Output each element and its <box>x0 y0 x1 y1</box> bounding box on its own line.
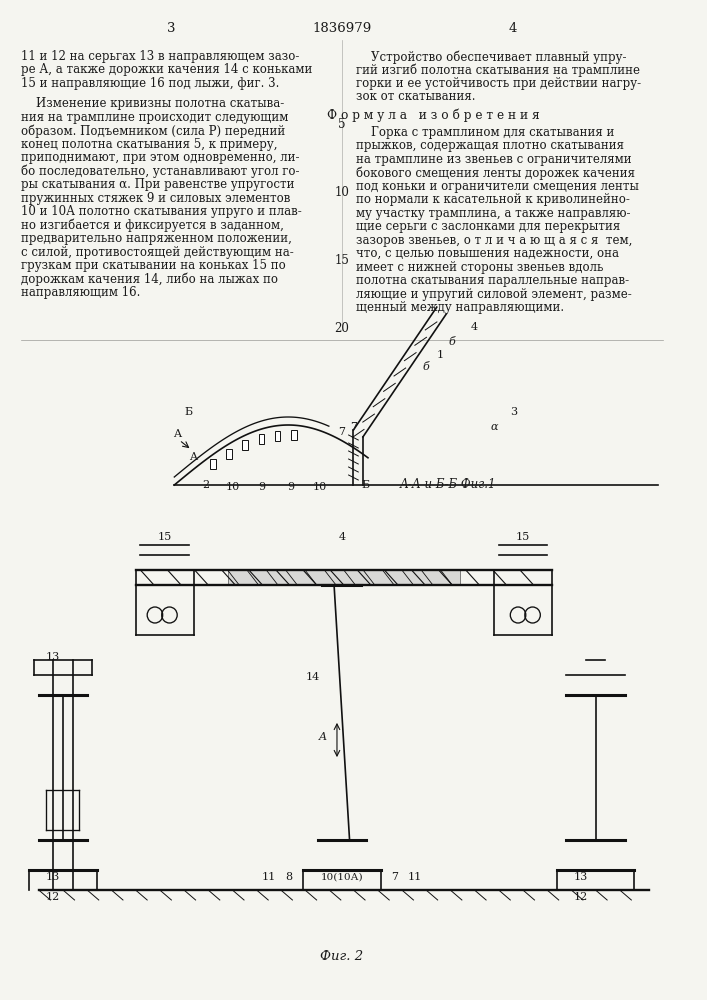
Bar <box>259 434 264 444</box>
Text: 10: 10 <box>226 482 240 492</box>
Text: Ф о р м у л а   и з о б р е т е н и я: Ф о р м у л а и з о б р е т е н и я <box>327 108 540 122</box>
Text: зок от скатывания.: зок от скатывания. <box>356 91 476 104</box>
Text: 3: 3 <box>510 407 517 417</box>
Text: A: A <box>318 732 327 742</box>
Text: что, с целью повышения надежности, она: что, с целью повышения надежности, она <box>356 247 619 260</box>
Text: направляющим 16.: направляющим 16. <box>21 286 141 299</box>
Text: A: A <box>189 452 197 462</box>
Text: 4: 4 <box>509 21 518 34</box>
Bar <box>275 431 281 441</box>
Text: 12: 12 <box>46 892 60 902</box>
Text: A: A <box>173 429 181 439</box>
Text: б: б <box>423 362 429 372</box>
Text: предварительно напряженном положении,: предварительно напряженном положении, <box>21 232 292 245</box>
Text: 11: 11 <box>262 872 276 882</box>
Text: 9: 9 <box>258 482 265 492</box>
Text: 7: 7 <box>392 872 399 882</box>
Text: дорожкам качения 14, либо на лыжах по: дорожкам качения 14, либо на лыжах по <box>21 273 279 286</box>
Text: 3: 3 <box>167 21 175 34</box>
Text: прыжков, содержащая плотно скатывания: прыжков, содержащая плотно скатывания <box>356 139 624 152</box>
Text: по нормали к касательной к криволинейно-: по нормали к касательной к криволинейно- <box>356 193 630 206</box>
Text: щие серьги с заслонками для перекрытия: щие серьги с заслонками для перекрытия <box>356 220 621 233</box>
Bar <box>210 459 216 469</box>
Text: 14: 14 <box>305 672 320 682</box>
Text: щенный между направляющими.: щенный между направляющими. <box>356 301 564 314</box>
Text: ре А, а также дорожки качения 14 с коньками: ре А, а также дорожки качения 14 с коньк… <box>21 64 312 77</box>
Text: 9: 9 <box>287 482 294 492</box>
Text: 12: 12 <box>574 892 588 902</box>
Text: б: б <box>449 337 455 347</box>
Bar <box>226 449 232 459</box>
Text: 10: 10 <box>334 186 349 199</box>
Text: грузкам при скатывании на коньках 15 по: грузкам при скатывании на коньках 15 по <box>21 259 286 272</box>
Text: Б: Б <box>361 480 369 490</box>
Text: 1: 1 <box>437 350 444 360</box>
Text: с силой, противостоящей действующим на-: с силой, противостоящей действующим на- <box>21 246 294 259</box>
Text: Фиг. 2: Фиг. 2 <box>320 950 363 963</box>
Text: 13: 13 <box>46 872 60 882</box>
Text: ния на трамплине происходит следующим: ния на трамплине происходит следующим <box>21 111 288 124</box>
Text: гий изгиб полотна скатывания на трамплине: гий изгиб полотна скатывания на трамплин… <box>356 64 641 77</box>
Text: 1836979: 1836979 <box>312 21 371 34</box>
Bar <box>291 430 297 440</box>
Text: образом. Подъемником (сила Р) передний: образом. Подъемником (сила Р) передний <box>21 124 286 138</box>
Text: Б: Б <box>185 407 193 417</box>
Text: 15: 15 <box>516 532 530 542</box>
Text: 10(10А): 10(10А) <box>320 873 363 882</box>
Text: имеет с нижней стороны звеньев вдоль: имеет с нижней стороны звеньев вдоль <box>356 261 604 274</box>
Text: α: α <box>490 422 498 432</box>
Bar <box>243 440 248 450</box>
Text: бокового смещения ленты дорожек качения: бокового смещения ленты дорожек качения <box>356 166 636 180</box>
Text: 20: 20 <box>334 322 349 335</box>
Text: 11: 11 <box>407 872 421 882</box>
Text: бо последовательно, устанавливают угол го-: бо последовательно, устанавливают угол г… <box>21 165 300 178</box>
Text: 8: 8 <box>285 872 292 882</box>
Text: 7: 7 <box>339 427 345 437</box>
Text: на трамплине из звеньев с ограничителями: на трамплине из звеньев с ограничителями <box>356 153 632 166</box>
Text: 4: 4 <box>471 322 478 332</box>
Text: 4: 4 <box>338 532 346 542</box>
Text: но изгибается и фиксируется в заданном,: но изгибается и фиксируется в заданном, <box>21 219 284 232</box>
Text: 5: 5 <box>338 118 346 131</box>
Text: 15: 15 <box>334 254 349 267</box>
Text: 10: 10 <box>312 482 327 492</box>
Text: 13: 13 <box>46 652 60 662</box>
Text: му участку трамплина, а также направляю-: му участку трамплина, а также направляю- <box>356 207 631 220</box>
Text: зазоров звеньев, о т л и ч а ю щ а я с я  тем,: зазоров звеньев, о т л и ч а ю щ а я с я… <box>356 234 633 247</box>
Text: 15: 15 <box>158 532 172 542</box>
Text: Устройство обеспечивает плавный упру-: Устройство обеспечивает плавный упру- <box>356 50 627 64</box>
Text: ры скатывания α. При равенстве упругости: ры скатывания α. При равенстве упругости <box>21 178 295 191</box>
Text: горки и ее устойчивость при действии нагру-: горки и ее устойчивость при действии наг… <box>356 77 641 90</box>
Text: приподнимают, при этом одновременно, ли-: приподнимают, при этом одновременно, ли- <box>21 151 300 164</box>
Text: ляющие и упругий силовой элемент, разме-: ляющие и упругий силовой элемент, разме- <box>356 288 632 301</box>
Text: Горка с трамплином для скатывания и: Горка с трамплином для скатывания и <box>356 126 614 139</box>
Text: пружинных стяжек 9 и силовых элементов: пружинных стяжек 9 и силовых элементов <box>21 192 291 205</box>
Text: 13: 13 <box>574 872 588 882</box>
Text: 7: 7 <box>350 422 357 432</box>
Text: конец полотна скатывания 5, к примеру,: конец полотна скатывания 5, к примеру, <box>21 138 278 151</box>
Text: 15 и направляющие 16 под лыжи, фиг. 3.: 15 и направляющие 16 под лыжи, фиг. 3. <box>21 77 280 90</box>
Text: полотна скатывания параллельные направ-: полотна скатывания параллельные направ- <box>356 274 629 287</box>
Text: 11 и 12 на серьгах 13 в направляющем зазо-: 11 и 12 на серьгах 13 в направляющем заз… <box>21 50 300 63</box>
Text: Изменение кривизны полотна скатыва-: Изменение кривизны полотна скатыва- <box>21 97 284 110</box>
Text: под коньки и ограничители смещения ленты: под коньки и ограничители смещения ленты <box>356 180 639 193</box>
Text: А-А и Б-Б Фиг.1: А-А и Б-Б Фиг.1 <box>400 478 496 491</box>
Text: 2: 2 <box>203 480 210 490</box>
Text: 10 и 10А полотно скатывания упруго и плав-: 10 и 10А полотно скатывания упруго и пла… <box>21 205 302 218</box>
Bar <box>228 570 460 585</box>
